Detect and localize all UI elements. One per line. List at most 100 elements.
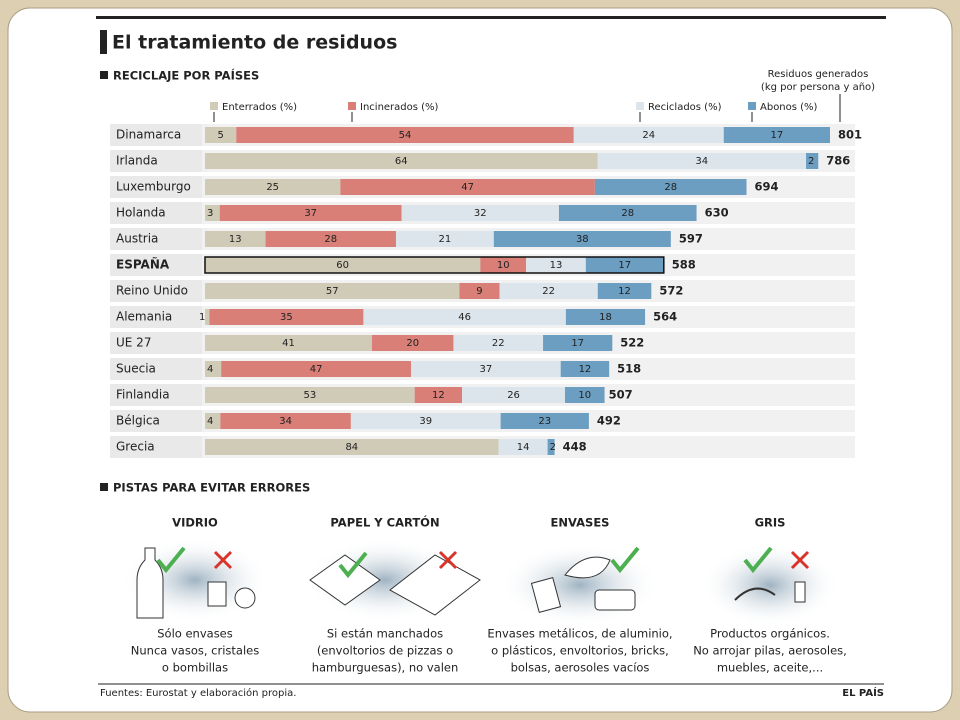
total-label: 448 <box>563 440 587 454</box>
tip-text: o bombillas <box>162 661 228 675</box>
tray-icon <box>594 589 636 611</box>
segment-label: 64 <box>395 156 408 167</box>
highlight-outline <box>204 256 665 274</box>
segment-label: 17 <box>571 338 584 349</box>
bar-segment <box>806 153 819 169</box>
title-mark <box>100 30 107 54</box>
bar-segment <box>209 309 364 325</box>
cross-icon <box>790 550 810 570</box>
bar-segment <box>573 127 724 143</box>
bar-segment <box>462 387 565 403</box>
category-label: Bélgica <box>116 414 160 428</box>
segment-label: 38 <box>576 234 589 245</box>
label-bg <box>110 202 202 224</box>
segment-label: 2 <box>550 442 556 453</box>
segment-label: 21 <box>439 234 452 245</box>
bar-segment <box>205 257 481 273</box>
glass-icon <box>207 581 227 607</box>
label-bg <box>110 228 202 250</box>
total-label: 597 <box>679 232 703 246</box>
segment-label: 14 <box>517 442 530 453</box>
label-bg <box>110 150 202 172</box>
totals-label: (kg por persona y año) <box>761 82 875 93</box>
total-label: 694 <box>755 180 779 194</box>
total-label: 572 <box>659 284 683 298</box>
source: Fuentes: Eurostat y elaboración propia. <box>100 687 296 699</box>
segment-label: 9 <box>476 286 482 297</box>
bar-segment <box>498 439 548 455</box>
segment-label: 13 <box>229 234 242 245</box>
segment-label: 18 <box>599 312 612 323</box>
segment-label: 25 <box>266 182 279 193</box>
tip-text: muebles, aceite,... <box>717 661 823 675</box>
bar-segment <box>597 153 807 169</box>
category-label: UE 27 <box>116 336 151 350</box>
segment-label: 60 <box>336 260 349 271</box>
total-label: 630 <box>705 206 729 220</box>
segment-label: 41 <box>282 338 295 349</box>
segment-label: 39 <box>419 416 432 427</box>
bar-segment <box>205 309 210 325</box>
legend-swatch <box>348 102 356 110</box>
totals-label: Residuos generados <box>768 69 869 80</box>
label-bg <box>110 176 202 198</box>
segment-label: 12 <box>618 286 631 297</box>
segment-label: 47 <box>461 182 474 193</box>
bar-segment <box>265 231 396 247</box>
bar-segment <box>459 283 500 299</box>
icon-bg <box>500 543 660 627</box>
bar-segment <box>205 127 237 143</box>
section-mark <box>100 483 108 491</box>
segment-label: 12 <box>579 364 592 375</box>
segment-label: 34 <box>695 156 708 167</box>
section-mark <box>100 71 108 79</box>
category-label: Holanda <box>116 206 166 220</box>
segment-label: 24 <box>642 130 655 141</box>
bar-segment <box>558 205 697 221</box>
total-label: 801 <box>838 128 862 142</box>
segment-label: 13 <box>550 260 563 271</box>
bar-segment <box>205 153 598 169</box>
total-label: 507 <box>609 388 633 402</box>
tip-text: Envases metálicos, de aluminio, <box>487 627 672 641</box>
segment-label: 1 <box>199 312 205 323</box>
bar-segment <box>493 231 671 247</box>
segment-label: 37 <box>480 364 493 375</box>
bar-segment <box>565 309 646 325</box>
bar-segment <box>350 413 501 429</box>
top-rule <box>96 16 886 19</box>
label-bg <box>110 384 202 406</box>
label-bg <box>110 306 202 328</box>
bar-segment <box>221 361 412 377</box>
segment-label: 10 <box>497 260 510 271</box>
segment-label: 22 <box>542 286 555 297</box>
segment-label: 37 <box>304 208 317 219</box>
bar-segment <box>205 335 372 351</box>
total-label: 588 <box>672 258 696 272</box>
label-bg <box>110 410 202 432</box>
bar-segment <box>205 205 220 221</box>
legend-swatch <box>636 102 644 110</box>
total-label: 518 <box>617 362 641 376</box>
peel-icon <box>734 587 776 601</box>
tip-text: Productos orgánicos. <box>710 627 830 641</box>
tip-heading: ENVASES <box>551 516 610 530</box>
legend-swatch <box>748 102 756 110</box>
segment-label: 3 <box>207 208 213 219</box>
segment-label: 2 <box>808 156 814 167</box>
segment-label: 84 <box>345 442 358 453</box>
total-label: 492 <box>597 414 621 428</box>
bar-segment <box>340 179 595 195</box>
segment-label: 4 <box>207 416 213 427</box>
bar-segment <box>371 335 454 351</box>
segment-label: 4 <box>207 364 213 375</box>
segment-label: 20 <box>406 338 419 349</box>
tip-heading: VIDRIO <box>172 516 218 530</box>
paper-icon <box>309 554 381 606</box>
bar-segment <box>585 257 664 273</box>
bar-segment <box>401 205 559 221</box>
box-icon <box>389 554 481 616</box>
segment-label: 57 <box>326 286 339 297</box>
bar-segment <box>480 257 527 273</box>
